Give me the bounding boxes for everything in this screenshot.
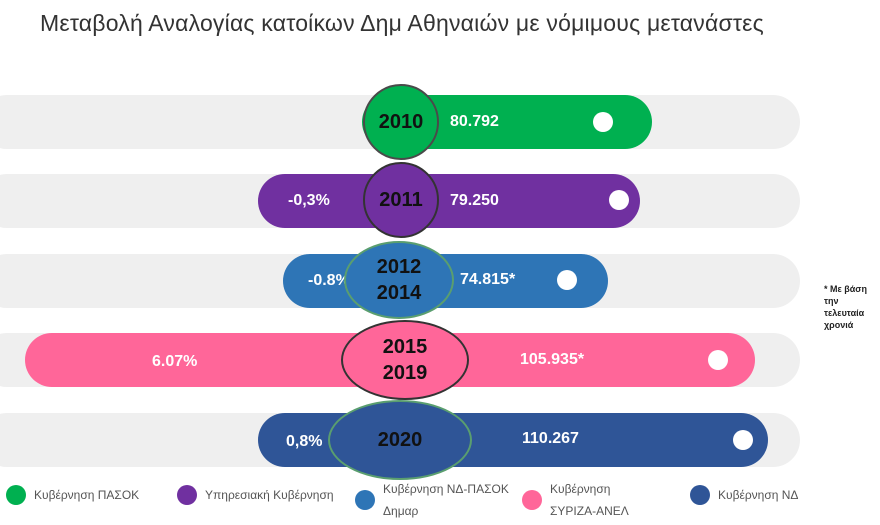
legend-swatch-icon xyxy=(355,490,375,510)
year-label: 2010 xyxy=(378,111,424,133)
year-badge: 2010 xyxy=(363,84,439,160)
value-label: 110.267 xyxy=(522,430,579,447)
legend-swatch-icon xyxy=(690,485,710,505)
footnote: * Με βάση την τελευταία χρονιά xyxy=(824,284,867,330)
legend-item: Κυβέρνηση ΝΔ xyxy=(690,484,798,506)
page-title: Μεταβολή Αναλογίας κατοίκων Δημ Αθηναιών… xyxy=(40,10,764,36)
legend-label: Κυβέρνηση ΣΥΡΙΖΑ-ΑΝΕΛ xyxy=(550,482,629,518)
year-badge: 2020 xyxy=(328,400,472,480)
legend-label: Κυβέρνηση ΝΔ-ΠΑΣΟΚ Δημαρ xyxy=(383,482,509,518)
legend-label: Υπηρεσιακή Κυβέρνηση xyxy=(205,488,334,502)
legend-swatch-icon xyxy=(177,485,197,505)
year-label: 2019 xyxy=(382,362,428,384)
legend-item: Κυβέρνηση ΣΥΡΙΖΑ-ΑΝΕΛ xyxy=(522,478,630,522)
legend-item: Κυβέρνηση ΠΑΣΟΚ xyxy=(6,484,139,506)
value-label: 79.250 xyxy=(450,192,499,209)
year-badge: 2015 2019 xyxy=(341,320,469,400)
marker-dot xyxy=(557,270,577,290)
change-label: 6.07% xyxy=(152,353,198,370)
year-badge: 2012 2014 xyxy=(344,241,454,319)
year-label: 2014 xyxy=(376,282,422,304)
bar-2011 xyxy=(258,174,640,228)
year-badge: 2011 xyxy=(363,162,439,238)
legend-label: Κυβέρνηση ΝΔ xyxy=(718,488,799,502)
marker-dot xyxy=(609,190,629,210)
year-label: 2012 xyxy=(376,256,422,278)
marker-dot xyxy=(593,112,613,132)
legend-swatch-icon xyxy=(6,485,26,505)
year-label: 2020 xyxy=(377,429,423,451)
change-label: -0.8% xyxy=(308,272,350,289)
legend-swatch-icon xyxy=(522,490,542,510)
legend-item: Υπηρεσιακή Κυβέρνηση xyxy=(177,484,334,506)
marker-dot xyxy=(733,430,753,450)
year-label: 2011 xyxy=(379,189,423,211)
change-label: 0,8% xyxy=(286,433,323,450)
year-label: 2015 xyxy=(382,336,428,358)
change-label: -0,3% xyxy=(288,192,330,209)
marker-dot xyxy=(708,350,728,370)
value-label: 74.815* xyxy=(460,271,516,288)
legend-item: Κυβέρνηση ΝΔ-ΠΑΣΟΚ Δημαρ xyxy=(355,478,523,522)
value-label: 105.935* xyxy=(520,351,585,368)
value-label: 80.792 xyxy=(450,113,499,130)
legend-label: Κυβέρνηση ΠΑΣΟΚ xyxy=(34,488,140,502)
